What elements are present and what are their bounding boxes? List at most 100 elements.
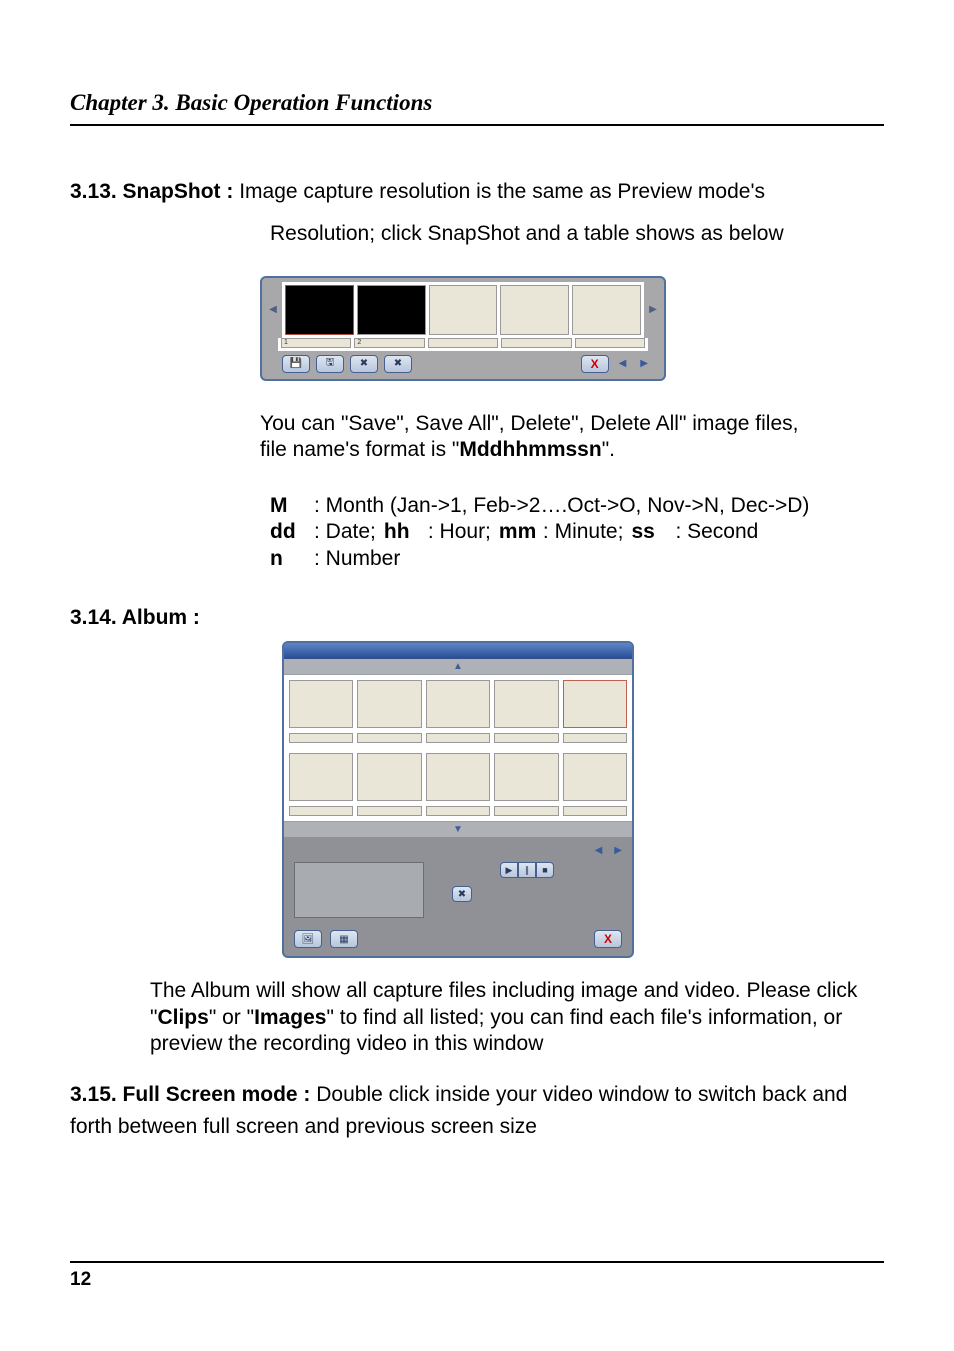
album-preview-area: ◀ ▶ ▶ ∥ ■ ✖ xyxy=(284,837,632,926)
album-label-10 xyxy=(563,806,627,816)
album-cell-4[interactable] xyxy=(494,680,558,728)
snapshot-label-4 xyxy=(501,338,571,348)
snapshot-thumb-2[interactable] xyxy=(357,285,426,335)
legend-mm-val: : Minute; xyxy=(543,519,624,545)
clips-tab-button[interactable]: ▦ xyxy=(330,930,358,948)
section-3-13: 3.13. SnapShot : Image capture resolutio… xyxy=(70,176,884,246)
album-panel: ▲ ▼ ◀ ▶ ▶ xyxy=(282,641,634,958)
section-heading-3-14: 3.14. Album : xyxy=(70,602,884,634)
snapshot-next-icon[interactable]: ▶ xyxy=(636,358,652,369)
album-titlebar xyxy=(284,643,632,659)
snapshot-thumbnails xyxy=(282,282,644,338)
chapter-title: Chapter 3. Basic Operation Functions xyxy=(70,90,884,116)
snap-desc-line2b: ". xyxy=(602,438,615,461)
album-label-3 xyxy=(426,733,490,743)
legend-mm-key: mm xyxy=(499,519,543,545)
album-cell-5[interactable] xyxy=(563,680,627,728)
snapshot-thumb-5[interactable] xyxy=(572,285,641,335)
legend-m-key: M xyxy=(270,493,314,519)
snapshot-prev-icon[interactable]: ◀ xyxy=(615,358,631,369)
album-desc-images: Images xyxy=(254,1006,326,1029)
album-nav-left-icon[interactable]: ◀ xyxy=(595,845,603,856)
delete-all-button[interactable]: ✖ xyxy=(384,355,412,373)
album-desc-clips: Clips xyxy=(157,1006,208,1029)
album-playback-controls: ▶ ∥ ■ xyxy=(500,862,554,878)
snapshot-label-3 xyxy=(428,338,498,348)
album-label-5 xyxy=(563,733,627,743)
legend-n-val: : Number xyxy=(314,546,400,572)
page-number: 12 xyxy=(70,1269,884,1291)
save-button[interactable]: 💾 xyxy=(282,355,310,373)
album-cell-9[interactable] xyxy=(494,753,558,801)
legend-hh-key: hh xyxy=(384,519,428,545)
album-grid-row1 xyxy=(284,675,632,733)
format-legend: M : Month (Jan->1, Feb->2….Oct->O, Nov->… xyxy=(270,493,884,572)
section-text-3-13-a: Image capture resolution is the same as … xyxy=(239,180,765,203)
legend-ss-val: : Second xyxy=(675,519,758,545)
album-nav-right-icon[interactable]: ▶ xyxy=(614,845,622,856)
section-num-title-3-14: 3.14. Album : xyxy=(70,606,200,629)
album-cell-1[interactable] xyxy=(289,680,353,728)
album-label-2 xyxy=(357,733,421,743)
section-heading-3-15: 3.15. Full Screen mode : Double click in… xyxy=(70,1079,884,1142)
legend-n-key: n xyxy=(270,546,314,572)
legend-dd-val: : Date; xyxy=(314,519,376,545)
snap-desc-line2a: file name's format is " xyxy=(260,438,459,461)
album-cell-3[interactable] xyxy=(426,680,490,728)
album-cell-7[interactable] xyxy=(357,753,421,801)
play-button[interactable]: ▶ xyxy=(500,862,518,878)
album-label-9 xyxy=(494,806,558,816)
album-label-row2 xyxy=(284,806,632,821)
snapshot-thumb-4[interactable] xyxy=(500,285,569,335)
album-cell-8[interactable] xyxy=(426,753,490,801)
footer-divider xyxy=(70,1261,884,1263)
album-cell-10[interactable] xyxy=(563,753,627,801)
snapshot-thumb-1[interactable] xyxy=(285,285,354,335)
legend-ss-key: ss xyxy=(631,519,675,545)
album-footer: 🖼 ▦ X xyxy=(284,926,632,956)
snapshot-toolbar: 💾 🖫 ✖ ✖ X ◀ ▶ xyxy=(268,351,658,373)
snapshot-description: You can "Save", Save All", Delete", Dele… xyxy=(260,411,884,464)
snapshot-thumb-3[interactable] xyxy=(429,285,498,335)
header-divider xyxy=(70,124,884,126)
section-num-title-3-15: 3.15. Full Screen mode : xyxy=(70,1083,316,1106)
save-all-button[interactable]: 🖫 xyxy=(316,355,344,373)
snapshot-label-2: 2 xyxy=(354,338,424,348)
snap-desc-line1: You can "Save", Save All", Delete", Dele… xyxy=(260,412,798,435)
snapshot-label-1: 1 xyxy=(281,338,351,348)
album-label-1 xyxy=(289,733,353,743)
album-delete-button[interactable]: ✖ xyxy=(452,886,472,902)
images-tab-button[interactable]: 🖼 xyxy=(294,930,322,948)
album-scroll-up[interactable]: ▲ xyxy=(284,659,632,675)
snapshot-nav-right[interactable]: ▶ xyxy=(648,282,658,338)
legend-m-val: : Month (Jan->1, Feb->2….Oct->O, Nov->N,… xyxy=(314,493,809,519)
album-label-7 xyxy=(357,806,421,816)
album-grid-row2 xyxy=(284,748,632,806)
album-label-row1 xyxy=(284,733,632,748)
snapshot-nav-left[interactable]: ◀ xyxy=(268,282,278,338)
snapshot-label-5 xyxy=(575,338,645,348)
legend-dd-key: dd xyxy=(270,519,314,545)
snapshot-thumb-labels: 1 2 xyxy=(278,338,648,351)
section-heading-3-13: 3.13. SnapShot : Image capture resolutio… xyxy=(70,176,884,208)
stop-button[interactable]: ■ xyxy=(536,862,554,878)
album-cell-2[interactable] xyxy=(357,680,421,728)
pause-button[interactable]: ∥ xyxy=(518,862,536,878)
snap-desc-format: Mddhhmmssn xyxy=(459,438,601,461)
page-footer: 12 xyxy=(70,1261,884,1291)
album-label-8 xyxy=(426,806,490,816)
album-cell-6[interactable] xyxy=(289,753,353,801)
legend-hh-val: : Hour; xyxy=(428,519,491,545)
section-text-3-13-b: Resolution; click SnapShot and a table s… xyxy=(270,222,884,246)
snapshot-panel: ◀ ▶ 1 2 💾 🖫 ✖ ✖ X ◀ ▶ xyxy=(260,276,666,381)
snapshot-close-button[interactable]: X xyxy=(581,355,609,373)
album-close-button[interactable]: X xyxy=(594,930,622,948)
album-label-6 xyxy=(289,806,353,816)
album-scroll-down[interactable]: ▼ xyxy=(284,821,632,837)
delete-button[interactable]: ✖ xyxy=(350,355,378,373)
album-label-4 xyxy=(494,733,558,743)
album-desc-mid1: " or " xyxy=(209,1006,254,1029)
album-preview-box xyxy=(294,862,424,918)
album-description: The Album will show all capture files in… xyxy=(150,978,884,1057)
section-num-title-3-13: 3.13. SnapShot : xyxy=(70,180,239,203)
